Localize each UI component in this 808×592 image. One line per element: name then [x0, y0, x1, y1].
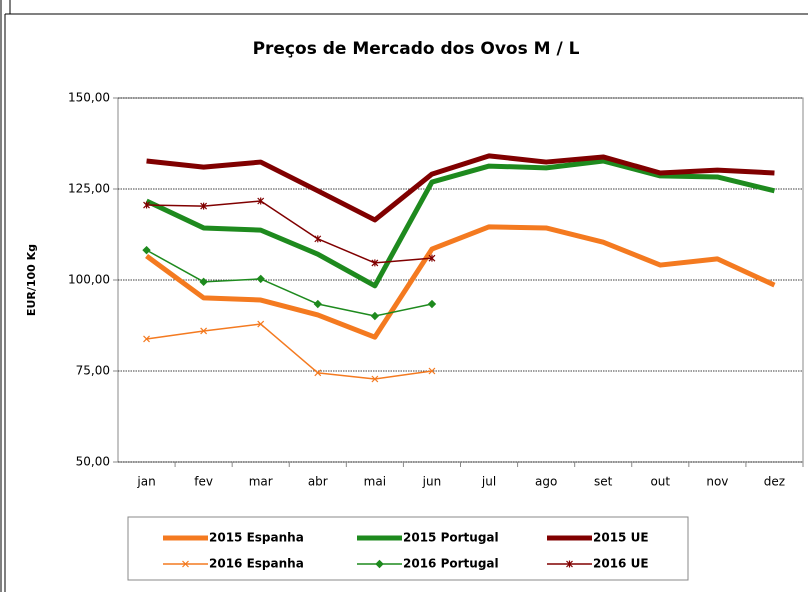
data-point	[427, 299, 437, 309]
series-line	[146, 153, 775, 223]
data-point	[200, 327, 208, 335]
x-tick-label: ago	[535, 475, 557, 489]
legend-label: 2016 Portugal	[403, 557, 499, 571]
series-line	[145, 224, 776, 340]
legend-box	[127, 516, 689, 581]
data-point	[200, 202, 208, 210]
series-line	[146, 249, 433, 317]
x-tick-label: mar	[249, 475, 273, 489]
y-tick-label: 50,00	[76, 455, 110, 469]
data-point	[370, 311, 380, 321]
data-point	[257, 197, 265, 205]
data-point	[143, 201, 150, 209]
legend-label: 2016 Espanha	[209, 557, 304, 571]
x-tick-label: abr	[308, 475, 328, 489]
data-point	[371, 375, 379, 383]
legend-label: 2015 Espanha	[209, 531, 304, 545]
data-point	[199, 277, 208, 287]
x-tick-label: nov	[706, 475, 728, 489]
series-line	[146, 200, 433, 264]
x-tick-label: jun	[422, 475, 442, 489]
x-tick-label: out	[650, 475, 670, 489]
data-point	[142, 245, 151, 255]
y-axis-label: EUR/100 Kg	[25, 244, 38, 316]
legend-marker	[375, 559, 384, 569]
data-point	[256, 274, 265, 284]
x-tick-label: fev	[194, 475, 213, 489]
series-line	[146, 323, 433, 380]
data-point	[313, 299, 322, 309]
y-tick-label: 125,00	[68, 182, 110, 196]
legend-marker	[566, 560, 573, 568]
data-point	[257, 320, 265, 328]
y-tick-label: 150,00	[68, 91, 110, 105]
data-point	[314, 235, 322, 243]
legend-marker	[182, 560, 189, 568]
legend-label: 2015 UE	[593, 531, 649, 545]
data-point	[143, 335, 150, 343]
data-point	[371, 259, 379, 267]
data-point	[314, 369, 322, 377]
chart-title: Preços de Mercado dos Ovos M / L	[253, 39, 580, 59]
x-tick-label: set	[594, 475, 613, 489]
data-point	[428, 367, 436, 375]
series-line	[145, 158, 776, 289]
x-tick-label: dez	[764, 475, 785, 489]
x-tick-label: mai	[364, 475, 386, 489]
legend-label: 2015 Portugal	[403, 531, 499, 545]
data-point	[428, 254, 436, 262]
y-tick-label: 75,00	[76, 364, 110, 378]
x-tick-label: jul	[481, 475, 496, 489]
legend-label: 2016 UE	[593, 557, 649, 571]
x-tick-label: jan	[136, 475, 155, 489]
y-tick-label: 100,00	[68, 273, 110, 287]
